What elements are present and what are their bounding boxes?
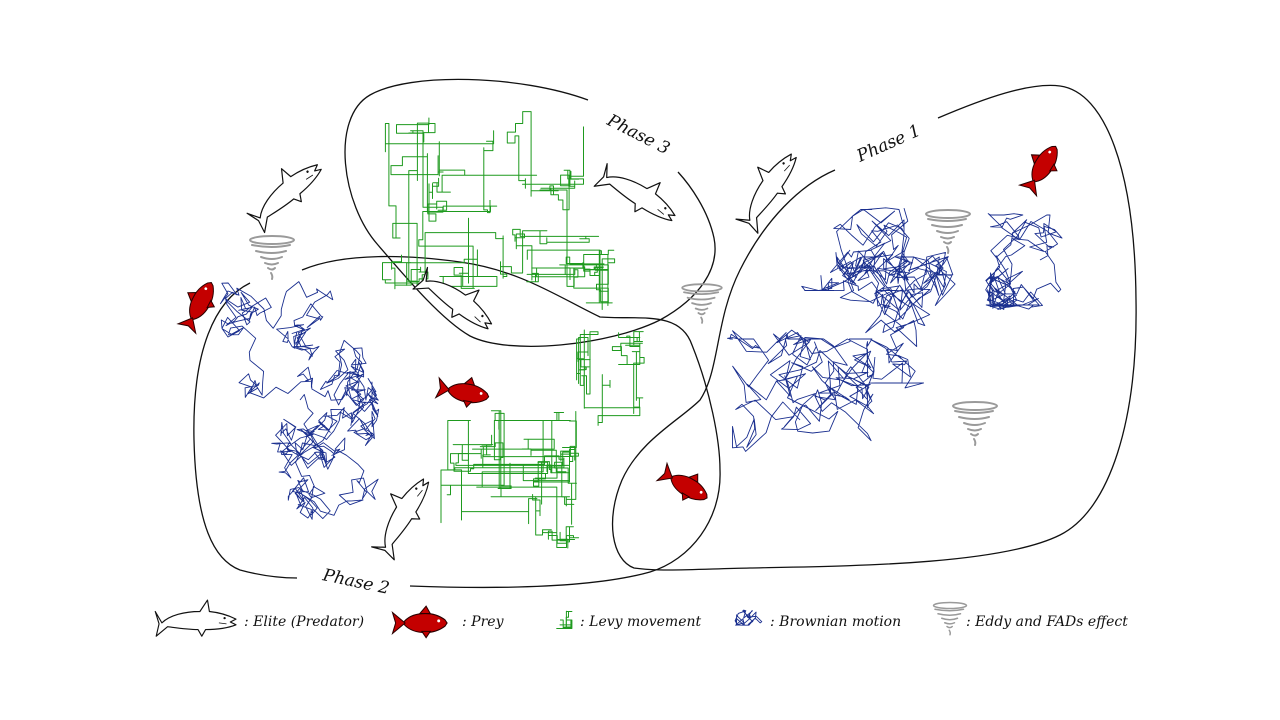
red-fish-icon — [434, 371, 492, 412]
phase-1-label: Phase 1 — [853, 121, 924, 167]
legend-elite-label: : Elite (Predator) — [244, 614, 364, 630]
legend-levy-swatch — [556, 610, 573, 629]
shark-icon — [592, 152, 687, 232]
levy-walk-phase-3 — [526, 249, 616, 310]
red-fish-icon — [172, 274, 225, 336]
phase-2-label: Phase 2 — [320, 565, 391, 599]
phase-2-boundary — [193, 282, 298, 579]
legend-brownian-label: : Brownian motion — [770, 614, 901, 630]
phase-1-boundary — [611, 84, 1137, 571]
brownian-walk-phase-2 — [219, 281, 380, 520]
tornado-icon — [249, 235, 295, 280]
legend: : Elite (Predator) : Prey : Levy movemen… — [154, 599, 1128, 639]
phase-3-boundary — [344, 78, 716, 347]
brownian-walk-phase-1 — [829, 249, 956, 389]
red-fish-icon — [654, 457, 716, 511]
brownian-walk-phase-1 — [727, 329, 875, 452]
brownian-walk-phase-1 — [801, 207, 911, 292]
legend-levy-label: : Levy movement — [580, 614, 701, 630]
legend-brownian-swatch — [734, 609, 763, 626]
levy-path-icon — [556, 610, 573, 629]
legend-eddy-label: : Eddy and FADs effect — [966, 614, 1128, 630]
tornado-icon — [952, 401, 998, 446]
tornado-icon — [925, 209, 971, 254]
phase-3-label: Phase 3 — [603, 110, 673, 159]
legend-tornado-icon — [932, 601, 968, 636]
levy-walk-phase-2 — [440, 410, 580, 549]
shark-icon — [360, 467, 440, 562]
levy-walk-phase-2 — [576, 329, 645, 426]
shark-icon — [725, 142, 807, 235]
legend-red-fish-icon — [391, 605, 448, 639]
legend-shark-icon — [154, 599, 237, 637]
tornado-icon — [681, 283, 723, 324]
legend-prey-label: : Prey — [462, 614, 505, 630]
shark-icon — [238, 148, 330, 234]
brownian-path-icon — [734, 609, 763, 626]
phase-2-boundary-top — [301, 255, 721, 589]
red-fish-icon — [1014, 137, 1069, 199]
brownian-walk-phase-1 — [985, 213, 1063, 310]
